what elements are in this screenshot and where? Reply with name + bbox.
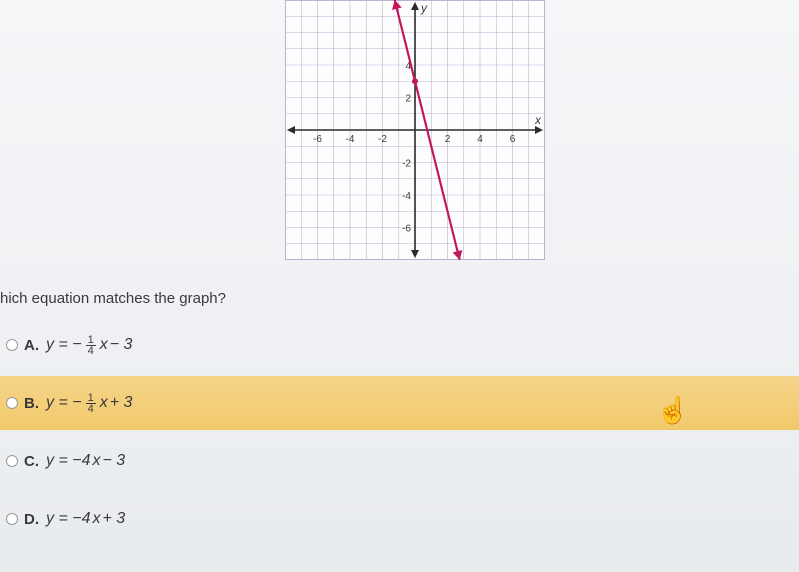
svg-text:-2: -2	[378, 134, 387, 145]
option-equation: y = −14x − 3	[46, 335, 132, 356]
radio-icon[interactable]	[6, 397, 18, 409]
radio-icon[interactable]	[6, 513, 18, 525]
option-letter: C.	[24, 453, 46, 470]
svg-text:-4: -4	[402, 191, 411, 202]
svg-text:4: 4	[477, 134, 483, 145]
svg-text:-4: -4	[346, 134, 355, 145]
option-letter: B.	[24, 395, 46, 412]
svg-text:2: 2	[445, 134, 451, 145]
graph-svg: -6-4-2246-6-4-224xy	[285, 0, 545, 260]
fraction: 14	[86, 393, 96, 414]
svg-text:6: 6	[510, 134, 516, 145]
option-equation: y = −4x + 3	[46, 510, 125, 528]
option-c[interactable]: C.y = −4x − 3	[0, 434, 799, 488]
fraction: 14	[86, 335, 96, 356]
option-letter: D.	[24, 511, 46, 528]
svg-text:-6: -6	[402, 224, 411, 235]
svg-text:-2: -2	[402, 159, 411, 170]
svg-text:x: x	[534, 113, 542, 127]
radio-icon[interactable]	[6, 339, 18, 351]
option-equation: y = −14x + 3	[46, 393, 132, 414]
question-text: hich equation matches the graph?	[0, 290, 226, 307]
option-d[interactable]: D.y = −4x + 3	[0, 492, 799, 546]
svg-text:2: 2	[405, 94, 411, 105]
answer-options: A.y = −14x − 3 B.y = −14x + 3 ☝ C.y = −4x −…	[0, 318, 799, 550]
option-equation: y = −4x − 3	[46, 452, 125, 470]
coordinate-graph: -6-4-2246-6-4-224xy	[285, 0, 545, 260]
radio-icon[interactable]	[6, 455, 18, 467]
pointer-cursor-icon: ☝	[657, 395, 689, 426]
option-letter: A.	[24, 337, 46, 354]
option-b[interactable]: B.y = −14x + 3 ☝	[0, 376, 799, 430]
svg-text:-6: -6	[313, 134, 322, 145]
option-a[interactable]: A.y = −14x − 3	[0, 318, 799, 372]
svg-text:y: y	[420, 1, 428, 15]
